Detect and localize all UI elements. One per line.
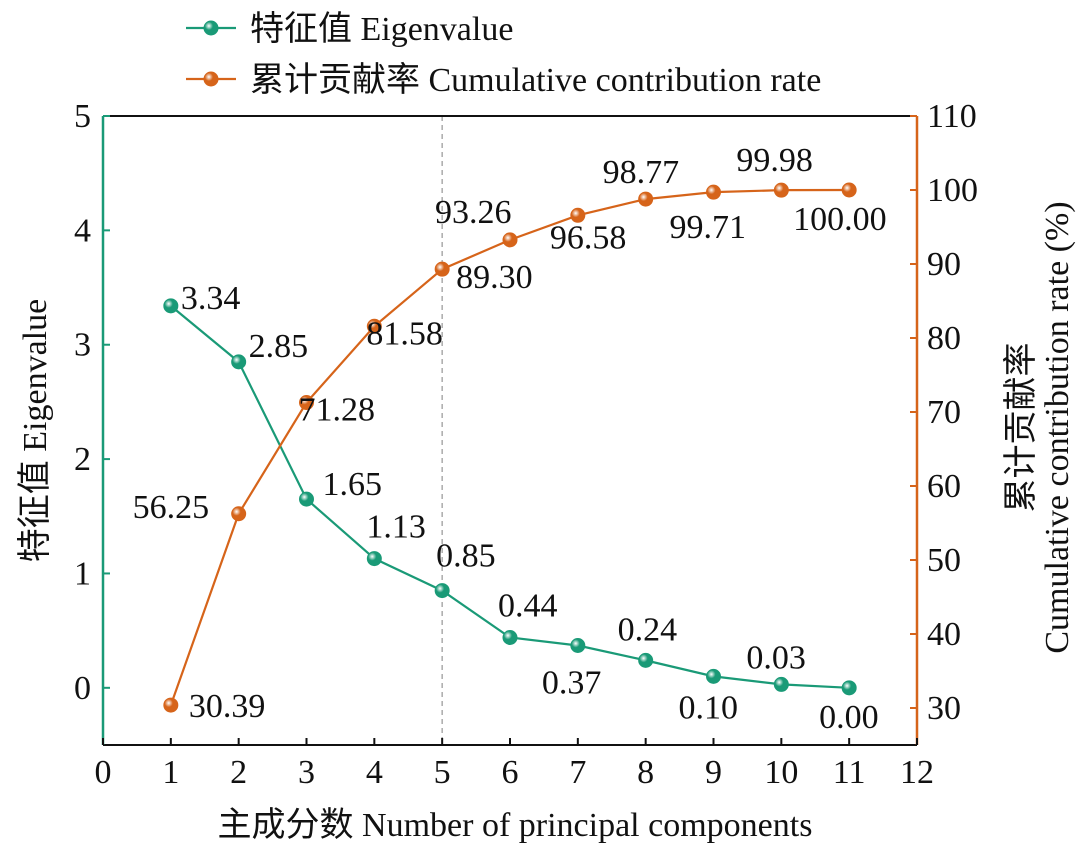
eigenvalue-point — [570, 638, 586, 654]
legend-label: 累计贡献率 Cumulative contribution rate — [250, 61, 821, 99]
eigenvalue-point — [163, 298, 179, 314]
eigenvalue-point — [502, 629, 518, 645]
eigenvalue-data-label: 0.03 — [746, 639, 806, 676]
legend-marker — [203, 71, 219, 87]
axes-layer: 0 1 2 3 4 5 6 7 8 9 10 11 12012345304050607080901001… — [16, 98, 1076, 844]
cumulative-rate-data-label: 93.26 — [435, 194, 512, 231]
y-right-axis-title-line1: 累计贡献率 — [1002, 343, 1040, 513]
y-right-axis-title-line2: Cumulative contribution rate (%) — [1039, 201, 1076, 653]
cumulative-rate-data-label: 30.39 — [189, 688, 265, 725]
cumulative-rate-point — [638, 191, 654, 207]
cumulative-rate-data-label: 98.77 — [603, 154, 680, 191]
x-tick-label: 11 — [833, 754, 866, 791]
cumulative-rate-data-label: 99.71 — [670, 209, 747, 246]
eigenvalue-data-label: 1.13 — [366, 509, 426, 546]
y-right-tick-label: 30 — [927, 690, 961, 727]
y-right-tick-label: 90 — [927, 246, 961, 283]
x-axis-title: 主成分数 Number of principal components — [218, 806, 813, 844]
eigenvalue-data-label: 0.44 — [498, 587, 558, 624]
x-tick-label: 12 — [900, 754, 934, 791]
x-tick-label: 6 — [502, 754, 519, 791]
eigenvalue-point — [299, 491, 314, 507]
cumulative-rate-point — [773, 182, 789, 198]
x-tick-label: 4 — [366, 754, 383, 791]
x-tick-label: 3 — [298, 754, 315, 791]
cumulative-rate-point — [163, 697, 179, 713]
eigenvalue-point — [231, 354, 247, 370]
eigenvalue-point — [638, 652, 654, 668]
y-left-tick-label: 1 — [74, 555, 91, 592]
x-tick-label: 7 — [569, 754, 586, 791]
eigenvalue-data-label: 0.00 — [819, 699, 879, 736]
cumulative-rate-point — [841, 182, 857, 198]
eigenvalue-data-label: 3.34 — [181, 280, 241, 317]
cumulative-rate-data-label: 81.58 — [366, 315, 443, 352]
y-left-tick-label: 3 — [74, 327, 91, 364]
y-left-tick-label: 5 — [74, 98, 91, 135]
x-tick-label: 1 — [162, 754, 179, 791]
cumulative-rate-point — [570, 207, 586, 223]
eigenvalue-data-label: 0.10 — [679, 689, 739, 726]
cumulative-rate-point — [231, 506, 247, 522]
cumulative-rate-data-label: 71.28 — [299, 392, 376, 429]
eigenvalue-point — [434, 583, 450, 599]
y-right-tick-label: 50 — [927, 542, 961, 579]
y-right-tick-label: 40 — [927, 616, 961, 653]
eigenvalue-point — [773, 676, 789, 692]
eigenvalue-data-label: 1.65 — [323, 466, 383, 503]
x-tick-label: 8 — [637, 754, 654, 791]
y-right-tick-label: 70 — [927, 394, 961, 431]
eigenvalue-point — [366, 551, 382, 567]
series-layer — [163, 182, 857, 713]
eigenvalue-data-label: 0.24 — [618, 611, 678, 648]
cumulative-rate-data-label: 99.98 — [736, 142, 813, 179]
eigenvalue-data-label: 0.85 — [436, 538, 496, 575]
y-left-tick-label: 0 — [74, 670, 91, 707]
cumulative-rate-data-label: 96.58 — [550, 219, 627, 256]
cumulative-rate-data-label: 89.30 — [456, 259, 532, 296]
x-tick-label: 0 — [95, 754, 112, 791]
cumulative-rate-point — [366, 318, 382, 334]
data-labels-layer: 3.342.85 1.65 1.13 0.850.44 0.37 0.24 0.100.03… — [133, 142, 887, 736]
cumulative-rate-point — [299, 395, 314, 411]
y-left-axis-title: 特征值 Eigenvalue — [16, 299, 54, 562]
eigenvalue-point — [706, 668, 721, 684]
legend-label: 特征值 Eigenvalue — [250, 10, 513, 48]
y-right-tick-label: 110 — [927, 98, 977, 135]
x-tick-label: 5 — [434, 754, 451, 791]
eigenvalue-point — [841, 680, 857, 696]
x-tick-label: 9 — [705, 754, 722, 791]
x-tick-label: 2 — [230, 754, 247, 791]
cumulative-rate-point — [502, 232, 518, 248]
y-right-tick-label: 100 — [927, 172, 978, 209]
cumulative-rate-data-label: 100.00 — [793, 201, 887, 238]
x-tick-label: 10 — [764, 754, 798, 791]
cumulative-rate-data-label: 56.25 — [133, 489, 210, 526]
y-right-tick-label: 80 — [927, 320, 961, 357]
cumulative-rate-point — [434, 261, 450, 277]
y-right-tick-label: 60 — [927, 468, 961, 505]
eigenvalue-data-label: 2.85 — [249, 328, 309, 365]
legend-marker — [203, 20, 219, 36]
y-left-tick-label: 2 — [74, 441, 91, 478]
legend: 特征值 Eigenvalue 累计贡献率 Cumulative contribut… — [186, 10, 821, 99]
eigenvalue-data-label: 0.37 — [542, 665, 602, 702]
y-left-tick-label: 4 — [74, 212, 91, 249]
cumulative-rate-point — [706, 184, 721, 200]
